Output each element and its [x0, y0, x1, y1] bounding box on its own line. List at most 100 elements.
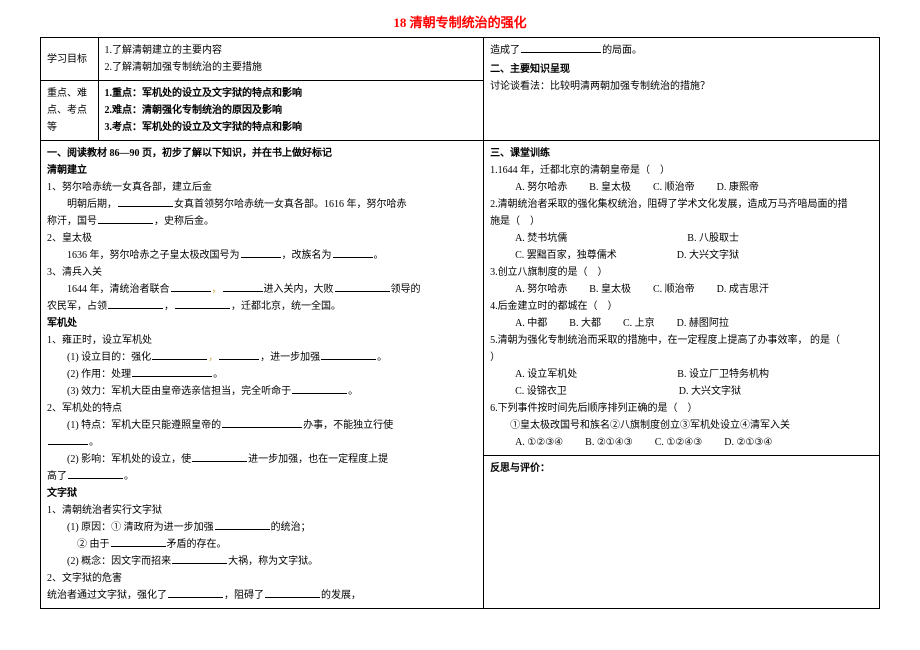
w2a-c: 的发展， [321, 590, 361, 601]
j2b-a: 。 [89, 437, 99, 448]
j1b-b: 。 [213, 369, 223, 380]
w1c-a: (2) 概念：因文字而招来 [67, 556, 171, 567]
p2a-c: 。 [374, 250, 384, 261]
j1c-b: 。 [348, 386, 358, 397]
q3: 3.创立八旗制度的是（ ） [490, 264, 873, 281]
goals-label: 学习目标 [41, 38, 99, 81]
q6-sub: ①皇太极改国号和族名②八旗制度创立③军机处设立④清军入关 [490, 417, 873, 434]
q6-c: C. ①②④③ [655, 434, 703, 451]
q5-line2: ） [490, 349, 873, 366]
p3a-b: ， [212, 284, 222, 295]
q2-line1: 2.清朝统治者采取的强化集权统治，阻碍了学术文化发展，造成万马齐喑局面的措 [490, 199, 848, 210]
j2: 2、军机处的特点 [47, 400, 477, 417]
j2c-a: (2) 影响：军机处的设立，使 [67, 454, 191, 465]
j2d-a: 高了 [47, 471, 67, 482]
discuss-prompt: 讨论谈看法：比较明清两朝加强专制统治的措施？ [490, 78, 873, 95]
sec2-heading: 二、主要知识呈现 [490, 61, 873, 78]
q2-b: B. 八股取士 [687, 230, 739, 247]
j2d-b: 。 [124, 471, 134, 482]
j2a-b: 办事，不能独立行使 [303, 420, 393, 431]
q5-b: B. 设立厂卫特务机构 [677, 366, 769, 383]
j1b-a: (2) 作用：处理 [67, 369, 131, 380]
q3-a: A. 努尔哈赤 [515, 281, 567, 298]
q5-c: C. 设锦衣卫 [515, 383, 567, 400]
p1a-b: 女真首领努尔哈赤统一女真各部。1616 年，努尔哈赤 [174, 199, 407, 210]
q4-a: A. 中都 [515, 315, 547, 332]
q3-d: D. 成吉思汗 [717, 281, 769, 298]
kp-2: 2.难点：清朝强化专制统治的原因及影响 [105, 102, 478, 119]
q2-d: D. 大兴文字狱 [677, 247, 739, 264]
j1a-b: ， [208, 352, 218, 363]
q3-b: B. 皇太极 [589, 281, 631, 298]
goal-2: 2.了解清朝加强专制统治的主要措施 [105, 59, 478, 76]
p2a-b: ，改族名为 [282, 250, 332, 261]
p3a-c: 进入关内，大败 [264, 284, 334, 295]
right-top-cell: 造成了 的局面。 二、主要知识呈现 讨论谈看法：比较明清两朝加强专制统治的措施？ [484, 38, 880, 141]
w1a-a: (1) 原因：① 清政府为进一步加强 [67, 522, 214, 533]
q1-b: B. 皇太极 [589, 179, 631, 196]
q5-d: D. 大兴文字狱 [679, 383, 741, 400]
w2a-b: ，阻碍了 [224, 590, 264, 601]
p3b-a: 农民军，占领 [47, 301, 107, 312]
q5-line1: 5.清朝为强化专制统治而采取的措施中，在一定程度上提高了办事效率， 的是（ [490, 332, 873, 349]
q6-a: A. ①②③④ [515, 434, 563, 451]
kp-1: 1.重点：军机处的设立及文字狱的特点和影响 [105, 85, 478, 102]
j1a-d: 。 [377, 352, 387, 363]
q6-b: B. ②①④③ [585, 434, 633, 451]
p3b-b: ， [164, 301, 174, 312]
p3b-c: ，迁都北京，统一全国。 [231, 301, 341, 312]
right-content-cell: 三、课堂训练 1.1644 年，迁都北京的清朝皇帝是（ ） A. 努尔哈赤B. … [484, 141, 880, 609]
q6: 6.下列事件按时间先后顺序排列正确的是（ ） [490, 400, 873, 417]
j2c-b: 进一步加强，也在一定程度上提 [248, 454, 388, 465]
q2-a: A. 焚书坑儒 [515, 230, 567, 247]
zc-a: 造成了 [490, 45, 520, 56]
qing-heading: 清朝建立 [47, 162, 477, 179]
w1a-b: 的统治； [271, 522, 311, 533]
q4: 4.后金建立时的都城在（ ） [490, 298, 873, 315]
reflection-heading: 反思与评价： [490, 460, 873, 477]
page-title: 18 清朝专制统治的强化 [40, 12, 880, 31]
p1a-a: 明朝后期， [67, 199, 117, 210]
q2-line2: 施是（ ） [490, 213, 873, 230]
q4-b: B. 大都 [569, 315, 601, 332]
zc-b: 的局面。 [602, 45, 642, 56]
q1-c: C. 顺治帝 [653, 179, 695, 196]
keypoints-content: 1.重点：军机处的设立及文字狱的特点和影响 2.难点：清朝强化专制统治的原因及影… [98, 81, 484, 141]
p2: 2、皇太极 [47, 230, 477, 247]
q4-d: D. 赫图阿拉 [677, 315, 729, 332]
j1: 1、雍正时，设立军机处 [47, 332, 477, 349]
p2a-a: 1636 年，努尔哈赤之子皇太极改国号为 [67, 250, 240, 261]
w2: 2、文字狱的危害 [47, 570, 477, 587]
q2-c: C. 罢黜百家，独尊儒术 [515, 247, 617, 264]
q1-d: D. 康熙帝 [717, 179, 759, 196]
sec3-heading: 三、课堂训练 [490, 145, 873, 162]
p1b-b: ，史称后金。 [154, 216, 214, 227]
p3a-d: 领导的 [391, 284, 421, 295]
q4-c: C. 上京 [623, 315, 655, 332]
j1a-a: (1) 设立目的：强化 [67, 352, 151, 363]
q6-d: D. ②①③④ [724, 434, 772, 451]
p1b-a: 称汗，国号 [47, 216, 97, 227]
kp-3: 3.考点：军机处的设立及文字狱的特点和影响 [105, 119, 478, 136]
w1b-b: 矛盾的存在。 [167, 539, 227, 550]
w1b-a: ② 由于 [77, 539, 110, 550]
worksheet-table: 学习目标 1.了解清朝建立的主要内容 2.了解清朝加强专制统治的主要措施 造成了… [40, 37, 880, 609]
p3a-a: 1644 年，清统治者联合 [67, 284, 170, 295]
q5-a: A. 设立军机处 [515, 366, 577, 383]
p3: 3、清兵入关 [47, 264, 477, 281]
j1c-a: (3) 效力：军机大臣由皇帝选亲信担当，完全听命于 [67, 386, 291, 397]
left-content-cell: 一、阅读教材 86—90 页，初步了解以下知识，并在书上做好标记 清朝建立 1、… [41, 141, 484, 609]
sec1-heading: 一、阅读教材 86—90 页，初步了解以下知识，并在书上做好标记 [47, 145, 477, 162]
j1a-c: ，进一步加强 [260, 352, 320, 363]
j2a-a: (1) 特点：军机大臣只能遵照皇帝的 [67, 420, 221, 431]
w2a-a: 统治者通过文字狱，强化了 [47, 590, 167, 601]
w1: 1、清朝统治者实行文字狱 [47, 502, 477, 519]
jjc-heading: 军机处 [47, 315, 477, 332]
wzy-heading: 文字狱 [47, 485, 477, 502]
goal-1: 1.了解清朝建立的主要内容 [105, 42, 478, 59]
q1: 1.1644 年，迁都北京的清朝皇帝是（ ） [490, 162, 873, 179]
goals-content: 1.了解清朝建立的主要内容 2.了解清朝加强专制统治的主要措施 [98, 38, 484, 81]
p1: 1、努尔哈赤统一女真各部，建立后金 [47, 179, 477, 196]
w1c-b: 大祸，称为文字狱。 [228, 556, 318, 567]
keypoints-label: 重点、难点、考点等 [41, 81, 99, 141]
